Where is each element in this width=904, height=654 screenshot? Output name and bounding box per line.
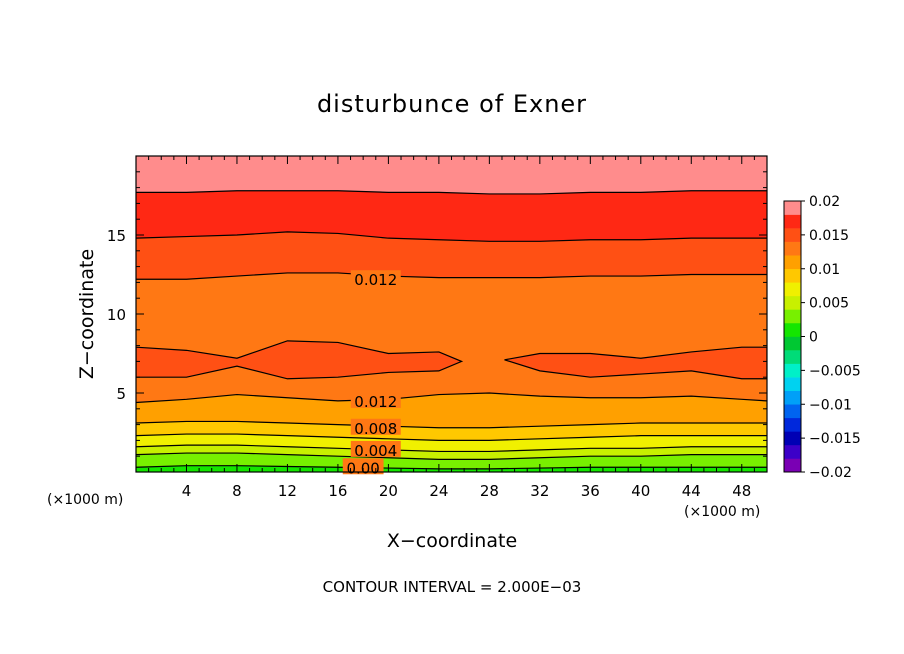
colorbar-segment-18 [784,214,801,229]
contour-label-bg-3 [350,440,401,457]
contour-line-6 [136,272,767,280]
colorbar-segment-15 [784,255,801,270]
contour-label-bg-2 [350,418,401,435]
contour-interval-note: CONTOUR INTERVAL = 2.000E−03 [323,578,582,596]
contour-line-5 [136,392,767,404]
x-tick-label-11: 48 [732,482,751,500]
colorbar-segment-4 [784,404,801,419]
x-tick-label-0: 4 [182,482,192,500]
x-tick-label-3: 16 [328,482,347,500]
y-tick-label-1: 10 [107,306,126,324]
colorbar-tick-label-5: −0.005 [809,363,861,379]
filled-contours [136,156,767,472]
colorbar-segment-12 [784,295,801,310]
max-region-1 [504,346,767,380]
contour-line-1 [136,452,767,460]
chart-title: disturbunce of Exner [317,90,587,118]
colorbar-tick-label-8: −0.02 [809,465,852,481]
colorbar-tick-label-3: 0.005 [809,296,849,312]
colorbar-tick-label-4: 0 [809,330,818,346]
colorbar-tick-label-0: 0.02 [809,194,840,210]
colorbar-segment-5 [784,390,801,405]
contour-label-bg-1 [350,391,401,408]
y-tick-label-0: 5 [116,385,126,403]
colorbar-segment-0 [784,458,801,473]
x-axis-label: X−coordinate [387,530,517,552]
contour-label-bg-0 [350,270,401,287]
contour-label-0: 0.012 [350,270,401,289]
contour-label-text-2: 0.008 [354,420,397,438]
colorbar-segment-1 [784,444,801,459]
colorbar-segment-2 [784,431,801,446]
contour-label-text-0: 0.012 [354,271,397,289]
x-tick-label-6: 28 [480,482,499,500]
x-tick-label-2: 12 [278,482,297,500]
contour-line-3 [136,433,767,441]
colorbar-tick-label-7: −0.015 [809,431,861,447]
y-axis-label: Z−coordinate [76,249,98,379]
contour-line-4 [136,420,767,429]
colorbar: 0.02 0.015 0.01 0.005 0 −0.005 −0.01 −0.015 −0.0… [783,194,861,481]
colorbar-tick-label-1: 0.015 [809,228,849,244]
x-tick-label-10: 44 [682,482,701,500]
max-region-0 [136,340,464,380]
colorbar-tick-label-2: 0.01 [809,262,840,278]
contour-band-9 [136,156,767,194]
y-tick-label-2: 15 [107,227,126,245]
x-unit-right: (×1000 m) [684,504,760,520]
colorbar-segment-19 [784,201,801,215]
contour-label-bg-4 [342,458,384,475]
contour-label-1: 0.012 [350,391,401,411]
colorbar-tick-label-6: −0.01 [809,397,852,413]
colorbar-segment-14 [784,268,801,283]
x-tick-label-7: 32 [530,482,549,500]
contour-label-3: 0.004 [350,440,401,460]
colorbar-segment-8 [784,350,801,364]
contour-label-4: 0.00 [342,458,384,477]
contour-line-7 [136,231,767,242]
x-tick-label-9: 40 [631,482,650,500]
x-unit-left: (×1000 m) [47,492,123,508]
colorbar-segment-7 [784,363,801,378]
x-tick-label-4: 20 [379,482,398,500]
x-tick-label-8: 36 [581,482,600,500]
contour-label-text-1: 0.012 [354,393,397,411]
colorbar-segment-3 [784,417,801,432]
colorbar-segment-9 [784,336,801,351]
colorbar-segment-11 [784,309,801,324]
colorbar-segment-10 [784,322,801,337]
contour-label-text-3: 0.004 [354,442,397,460]
x-tick-label-5: 24 [429,482,448,500]
x-tick-label-1: 8 [232,482,242,500]
contour-line-2 [136,444,767,453]
colorbar-segment-13 [784,282,801,297]
colorbar-segment-17 [784,228,801,242]
contour-line-8 [136,190,767,195]
colorbar-segment-16 [784,241,801,256]
contour-label-2: 0.008 [350,418,401,438]
colorbar-segment-6 [784,377,801,391]
